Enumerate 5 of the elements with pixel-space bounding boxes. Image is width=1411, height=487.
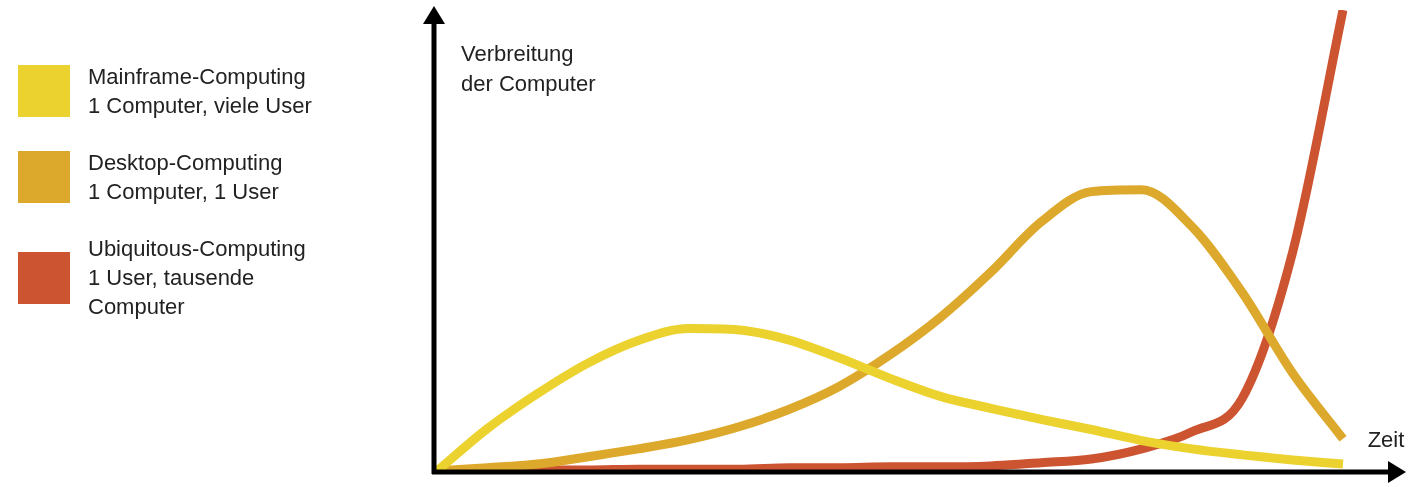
y-axis-title: Verbreitung der Computer xyxy=(461,41,596,96)
legend-label: Mainframe-Computing 1 Computer, viele User xyxy=(88,63,312,120)
legend-label: Desktop-Computing 1 Computer, 1 User xyxy=(88,149,283,206)
x-axis-title: Zeit xyxy=(1367,427,1405,452)
legend-label: Ubiquitous-Computing 1 User, tausende Computer xyxy=(88,235,306,321)
